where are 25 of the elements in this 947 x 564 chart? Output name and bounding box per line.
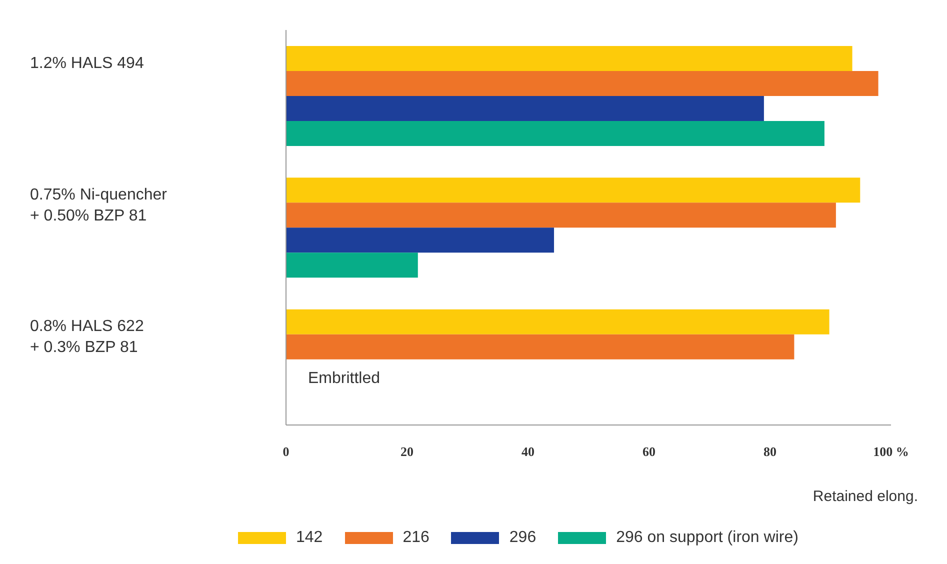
y-tick-label: 0.75% Ni-quencher + 0.50% BZP 81 bbox=[30, 186, 168, 224]
legend-label: 296 on support (iron wire) bbox=[616, 529, 798, 547]
x-tick-label: 40 bbox=[522, 444, 534, 460]
annotation: Embrittled bbox=[308, 370, 380, 388]
y-tick-label: 0.8% HALS 622 + 0.3% BZP 81 bbox=[30, 318, 144, 356]
x-tick-label: 60 bbox=[642, 444, 656, 460]
legend-label: 296 bbox=[509, 529, 536, 547]
bar bbox=[286, 309, 830, 334]
x-tick-label: 80 bbox=[764, 444, 776, 460]
bar bbox=[286, 71, 878, 96]
x-tick-label: 20 bbox=[400, 444, 414, 460]
y-tick-label: 1.2% HALS 494 bbox=[30, 54, 144, 72]
bar bbox=[286, 334, 794, 360]
x-axis-title: Retained elong. bbox=[812, 488, 918, 505]
bar bbox=[286, 202, 836, 228]
bar bbox=[286, 228, 554, 253]
bar bbox=[286, 46, 852, 71]
legend-label: 216 bbox=[402, 529, 430, 547]
bar bbox=[286, 178, 860, 203]
x-tick-label: 100 % bbox=[873, 444, 909, 460]
bar bbox=[286, 96, 764, 121]
bar bbox=[286, 121, 824, 146]
bar bbox=[286, 252, 418, 278]
x-tick-label: 0 bbox=[282, 444, 290, 460]
legend-label: 142 bbox=[296, 529, 323, 547]
